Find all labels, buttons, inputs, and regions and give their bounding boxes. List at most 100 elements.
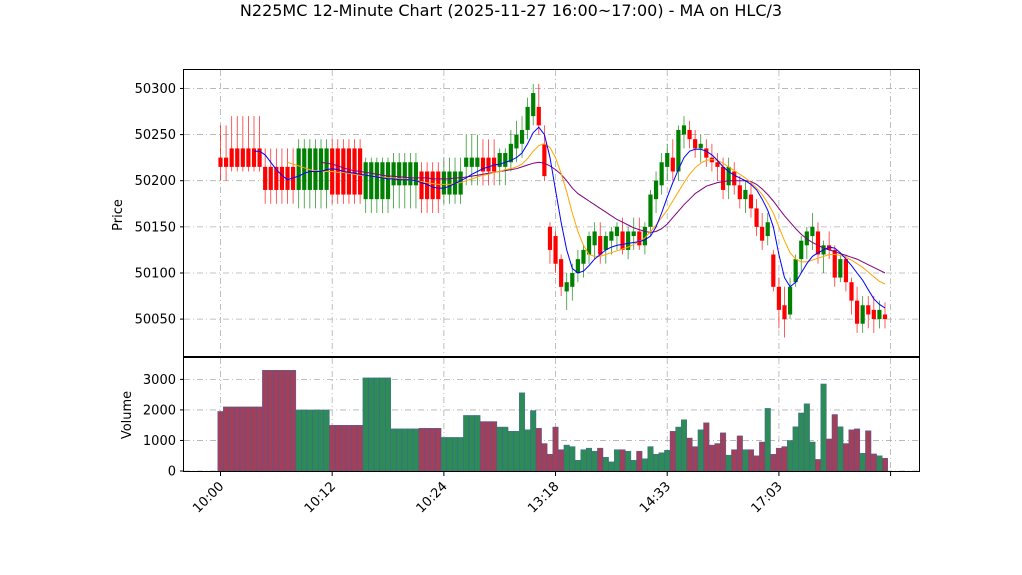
candle-body (799, 240, 804, 260)
candle-body (771, 254, 776, 287)
candle-body (274, 166, 279, 190)
volume-bar (412, 428, 419, 472)
candle-body (737, 185, 742, 200)
volume-bar (491, 421, 498, 472)
candle-body (246, 148, 251, 167)
volume-bar (658, 452, 665, 472)
volume-bar (468, 415, 475, 472)
volume-bar (373, 377, 380, 472)
candle-body (536, 106, 541, 126)
candle-body (413, 162, 419, 186)
volume-bar (574, 460, 581, 472)
volume-bar (290, 370, 297, 472)
candle-body (838, 259, 843, 278)
candle-body (637, 231, 642, 246)
volume-bar (664, 450, 671, 472)
candle-body (514, 134, 519, 149)
volume-bar (435, 428, 442, 472)
candle-body (581, 249, 586, 264)
volume-bar (641, 458, 648, 472)
volume-bar (329, 424, 336, 472)
volume-bar (362, 377, 369, 472)
candle-body (352, 148, 357, 195)
candle-body (659, 162, 664, 186)
candle-body (715, 162, 720, 167)
candle-body (441, 171, 446, 195)
candle-body (564, 282, 569, 292)
candle-body (670, 157, 675, 172)
volume-bar (513, 431, 520, 472)
volume-bar (318, 409, 325, 472)
volume-bar (340, 424, 347, 472)
volume-bar (803, 403, 810, 472)
volume-bar (686, 437, 693, 472)
candle-body (363, 162, 368, 200)
volume-bar (245, 406, 252, 472)
candle-body (542, 143, 547, 177)
candle-body (832, 249, 837, 278)
candle-body (240, 148, 245, 167)
volume-tick-label: 0 (168, 465, 176, 480)
volume-bar (814, 459, 821, 472)
candle-body (575, 259, 580, 273)
candle-body (603, 236, 608, 250)
candle-body (397, 162, 402, 186)
candle-body (843, 259, 849, 283)
volume-bar (452, 437, 459, 472)
candle-body (318, 148, 324, 190)
volume-bar (781, 446, 788, 472)
volume-bar (759, 441, 766, 472)
candle-body (229, 148, 234, 167)
volume-bar (474, 415, 481, 472)
candle-body (408, 162, 413, 186)
volume-bar (546, 454, 553, 472)
candle-body (586, 236, 592, 255)
volume-bar (323, 409, 330, 472)
volume-bar (446, 437, 453, 472)
price-tick-label: 50250 (135, 128, 176, 143)
volume-bar (502, 426, 509, 472)
volume-bar (569, 446, 576, 472)
volume-bar (552, 426, 559, 472)
volume-bar (278, 370, 285, 472)
candle-body (559, 259, 564, 287)
volume-bar (234, 406, 241, 472)
volume-bar (301, 409, 308, 472)
candle-body (877, 309, 882, 320)
candle-body (698, 143, 703, 149)
chart-title: N225MC 12-Minute Chart (2025-11-27 16:00… (240, 1, 782, 20)
volume-tick-label: 2000 (143, 403, 176, 418)
candle-body (765, 222, 770, 237)
volume-bar (876, 455, 883, 472)
volume-bar (742, 449, 749, 472)
volume-panel-frame (183, 357, 920, 472)
candle-body (369, 162, 374, 200)
volume-bar (284, 370, 291, 472)
candle-body (860, 305, 865, 324)
volume-bar (770, 454, 777, 472)
volume-bar (597, 447, 604, 472)
x-axis: 10:00 10:12 10:24 13:18 14:33 17:03 (190, 472, 892, 516)
volume-bar (424, 428, 431, 472)
candle-body (497, 153, 502, 167)
volume-bar (463, 415, 470, 472)
volume-bar (859, 453, 866, 472)
volume-bar (273, 370, 280, 472)
volume-bar (820, 383, 827, 472)
candle-body (681, 125, 687, 135)
volume-bar (692, 446, 699, 472)
candle-body (235, 148, 240, 167)
volume-bar (535, 428, 542, 472)
volume-bar (267, 370, 274, 472)
candle-body (430, 171, 435, 200)
volume-tick-label: 1000 (143, 434, 176, 449)
volume-bar (418, 428, 425, 472)
candle-body (218, 157, 223, 167)
price-panel-frame (183, 69, 920, 357)
volume-bar (563, 444, 570, 472)
candle-body (385, 162, 391, 200)
volume-bar (407, 428, 414, 472)
candle-body (374, 162, 379, 200)
volume-bar (496, 426, 503, 472)
candle-body (257, 148, 262, 167)
